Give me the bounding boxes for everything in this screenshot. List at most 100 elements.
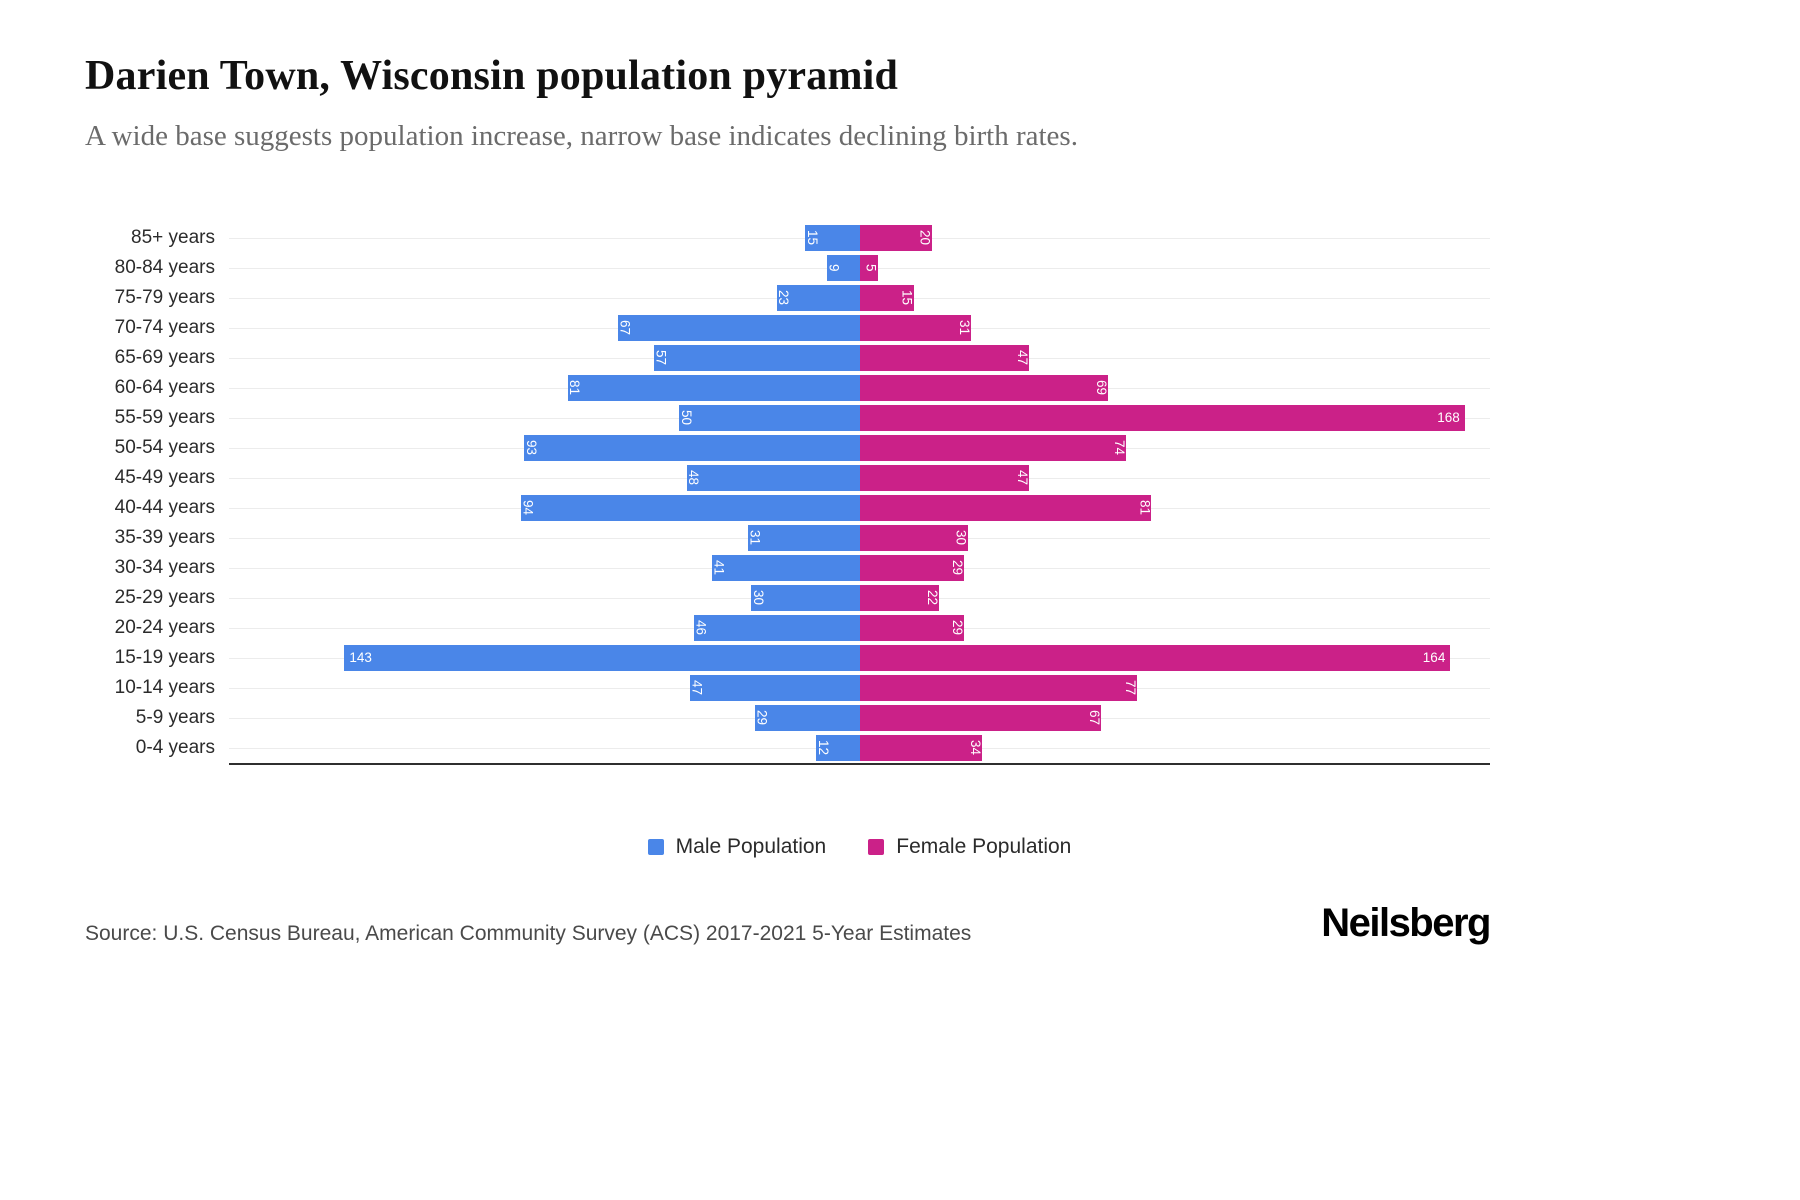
male-bar[interactable]: 41 [711,555,860,581]
pyramid-row: 50-54 years 93 74 [85,433,1490,463]
male-bar[interactable]: 143 [344,645,860,671]
row-plot: 50 168 [229,403,1490,433]
female-half: 81 [859,493,1491,523]
male-half: 29 [229,703,860,733]
male-legend-label: Male Population [675,835,827,858]
female-bar[interactable]: 74 [859,435,1127,461]
male-half: 67 [229,313,860,343]
male-bar-value: 50 [678,410,694,426]
male-bar-value: 47 [689,680,705,696]
female-bar[interactable]: 168 [859,405,1465,431]
male-bar[interactable]: 9 [827,255,860,281]
male-half: 93 [229,433,860,463]
female-bar-value: 29 [949,560,965,576]
female-bar[interactable]: 69 [859,375,1110,401]
pyramid-row: 40-44 years 94 81 [85,493,1490,523]
female-bar-value: 69 [1094,380,1110,396]
female-bar[interactable]: 77 [859,675,1138,701]
row-plot: 23 15 [229,283,1490,313]
row-plot: 15 20 [229,223,1490,253]
male-bar[interactable]: 46 [693,615,860,641]
chart-footer: Source: U.S. Census Bureau, American Com… [85,901,1491,946]
male-bar-value: 46 [693,620,709,636]
pyramid-row: 45-49 years 48 47 [85,463,1490,493]
row-plot: 41 29 [229,553,1490,583]
male-bar-value: 81 [567,380,583,396]
page-subtitle: A wide base suggests population increase… [85,120,1078,152]
male-bar[interactable]: 30 [751,585,860,611]
row-plot: 29 67 [229,703,1490,733]
age-group-label: 10-14 years [114,677,215,698]
female-half: 47 [859,343,1491,373]
male-bar-value: 15 [804,230,820,246]
male-half: 81 [229,373,860,403]
male-half: 50 [229,403,860,433]
female-bar[interactable]: 29 [859,555,965,581]
female-half: 5 [859,253,1491,283]
male-half: 15 [229,223,860,253]
pyramid-row: 20-24 years 46 29 [85,613,1490,643]
female-half: 164 [859,643,1491,673]
female-half: 30 [859,523,1491,553]
row-plot: 67 31 [229,313,1490,343]
female-bar-value: 30 [953,530,969,546]
female-legend-swatch-icon [868,839,885,855]
female-bar[interactable]: 5 [859,255,879,281]
female-bar[interactable]: 31 [859,315,972,341]
row-plot: 94 81 [229,493,1490,523]
male-bar-value: 93 [523,440,539,456]
age-group-label: 80-84 years [114,257,215,278]
pyramid-row: 15-19 years 143 164 [85,643,1490,673]
male-bar[interactable]: 29 [754,705,860,731]
pyramid-row: 80-84 years 9 5 [85,253,1490,283]
age-group-label: 55-59 years [114,407,215,428]
female-bar[interactable]: 67 [859,705,1102,731]
male-bar[interactable]: 57 [654,345,860,371]
male-bar[interactable]: 47 [689,675,860,701]
female-bar[interactable]: 47 [859,465,1030,491]
female-half: 22 [859,583,1491,613]
male-bar[interactable]: 50 [678,405,860,431]
male-bar[interactable]: 23 [776,285,860,311]
male-bar[interactable]: 67 [618,315,860,341]
row-plot: 12 34 [229,733,1490,763]
female-bar[interactable]: 22 [859,585,940,611]
male-bar-value: 29 [754,710,770,726]
female-bar-value: 81 [1137,500,1153,516]
pyramid-row: 60-64 years 81 69 [85,373,1490,403]
age-group-label: 25-29 years [114,587,215,608]
male-bar-value: 41 [711,560,727,576]
row-plot: 31 30 [229,523,1490,553]
male-bar[interactable]: 12 [816,735,860,761]
female-bar[interactable]: 15 [859,285,915,311]
female-bar[interactable]: 81 [859,495,1153,521]
male-bar[interactable]: 48 [686,465,860,491]
male-half: 57 [229,343,860,373]
pyramid-row: 55-59 years 50 168 [85,403,1490,433]
female-half: 20 [859,223,1491,253]
male-legend-swatch-icon [647,839,664,855]
male-bar[interactable]: 81 [567,375,860,401]
female-bar[interactable]: 164 [859,645,1451,671]
pyramid-row: 25-29 years 30 22 [85,583,1490,613]
female-bar-value: 20 [917,230,933,246]
female-bar[interactable]: 30 [859,525,969,551]
female-bar[interactable]: 29 [859,615,965,641]
pyramid-row: 30-34 years 41 29 [85,553,1490,583]
male-half: 94 [229,493,860,523]
chart-header: Darien Town, Wisconsin population pyrami… [85,52,1715,153]
male-bar[interactable]: 15 [804,225,860,251]
female-bar[interactable]: 34 [859,735,983,761]
age-group-label: 65-69 years [114,347,215,368]
pyramid-row: 65-69 years 57 47 [85,343,1490,373]
male-bar[interactable]: 94 [520,495,860,521]
male-bar[interactable]: 31 [747,525,860,551]
female-half: 47 [859,463,1491,493]
female-bar-value: 34 [968,740,983,756]
female-bar[interactable]: 20 [859,225,933,251]
female-bar[interactable]: 47 [859,345,1030,371]
male-bar[interactable]: 93 [523,435,860,461]
legend-item-male[interactable]: Male Population [647,835,827,859]
legend-item-female[interactable]: Female Population [868,835,1071,859]
